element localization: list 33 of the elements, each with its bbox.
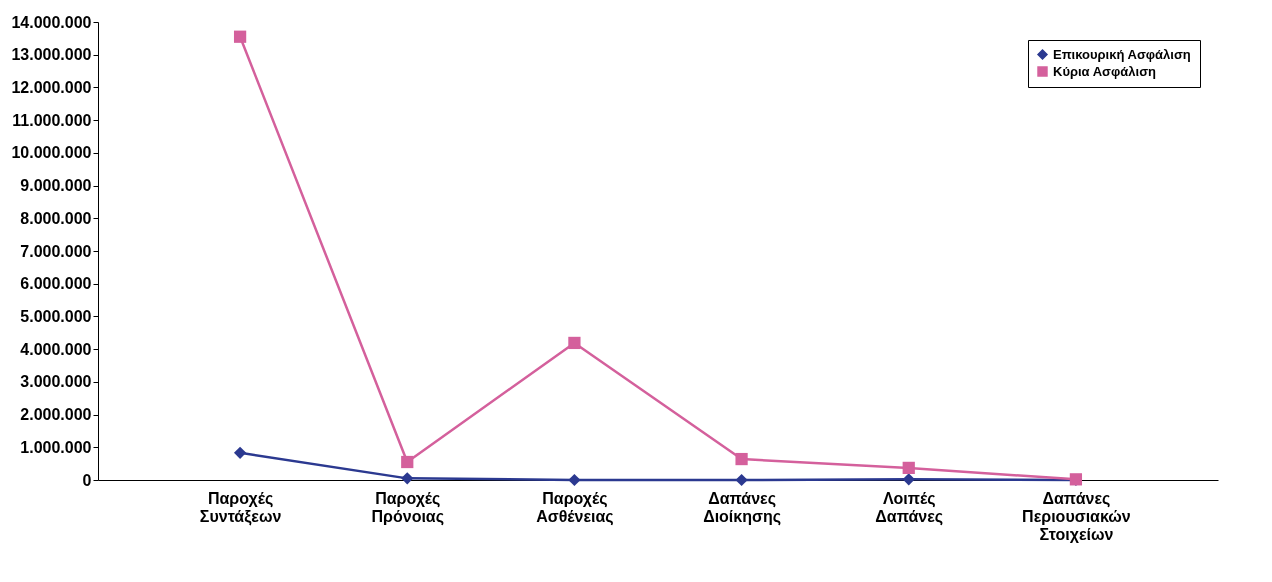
x-tick-label: Παροχές Συντάξεων <box>199 489 282 526</box>
point <box>735 452 748 466</box>
y-tick-label: 0 <box>82 471 92 489</box>
point <box>233 446 247 459</box>
x-tick-label: Δαπάνες Περιουσιακών Στοιχείων <box>1022 489 1131 543</box>
y-tick-label: 8.000.000 <box>20 209 92 227</box>
y-tick-label: 6.000.000 <box>20 275 92 293</box>
y-tick-label: 7.000.000 <box>20 242 92 260</box>
point <box>568 336 581 350</box>
point <box>902 473 915 486</box>
x-tick-label: Δαπάνες Διοίκησης <box>703 489 782 526</box>
legend-label: Επικουρική Ασφάλιση <box>1053 46 1191 62</box>
y-tick-label: 1.000.000 <box>20 438 92 456</box>
point <box>735 473 748 487</box>
y-tick-label: 3.000.000 <box>20 373 92 391</box>
y-tick-label: 14.000.000 <box>11 13 92 31</box>
y-tick-label: 9.000.000 <box>20 177 92 195</box>
x-tick-label: Λοιπές Δαπάνες <box>875 489 944 526</box>
y-tick-label: 11.000.000 <box>12 111 92 129</box>
point <box>401 455 414 469</box>
y-tick-label: 4.000.000 <box>20 340 92 358</box>
y-tick-label: 10.000.000 <box>11 144 92 162</box>
point <box>902 461 915 475</box>
legend-label: Κύρια Ασφάλιση <box>1053 63 1157 79</box>
y-tick-label: 2.000.000 <box>20 406 92 424</box>
y-tick-label: 12.000.000 <box>11 78 92 96</box>
point <box>401 472 414 485</box>
x-tick-label: Παροχές Ασθένειας <box>536 489 614 526</box>
point <box>233 30 247 43</box>
x-tick-label: Παροχές Πρόνοιας <box>371 489 444 526</box>
y-tick-label: 5.000.000 <box>20 307 92 325</box>
point <box>568 473 581 487</box>
y-tick-label: 13.000.000 <box>11 46 92 64</box>
